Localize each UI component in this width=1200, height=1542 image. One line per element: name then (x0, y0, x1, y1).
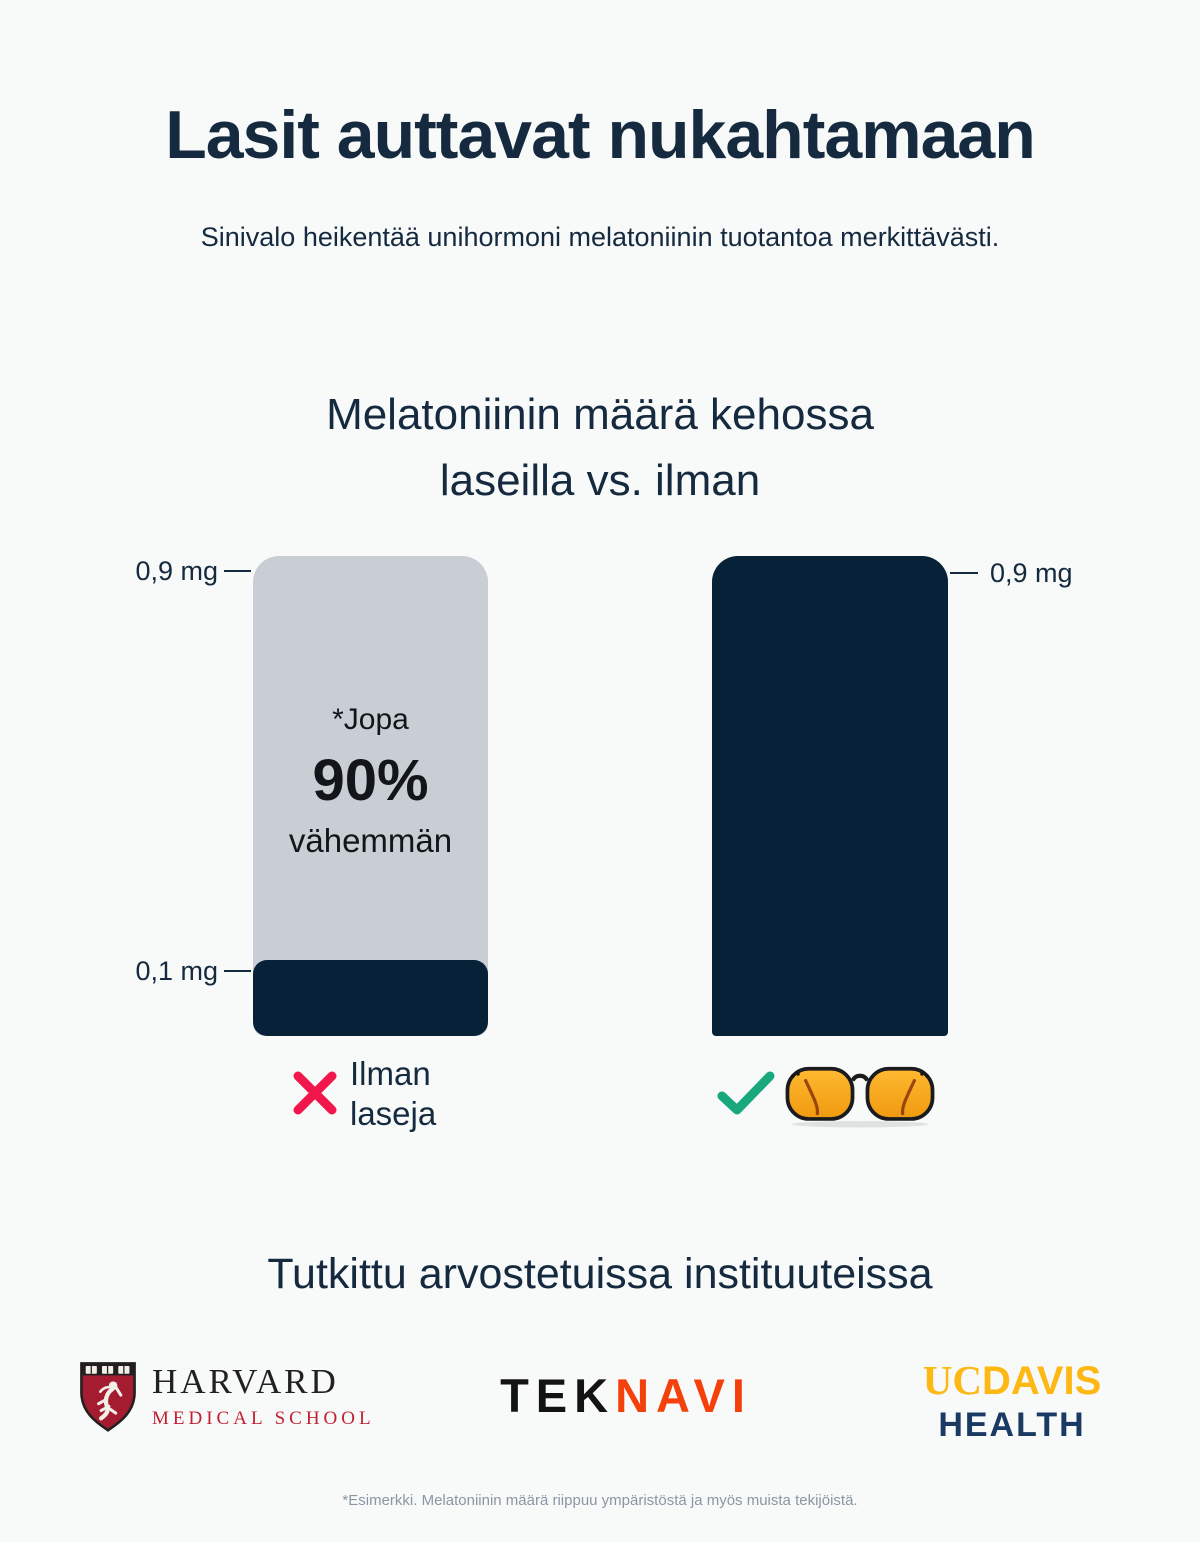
bar-with-glasses-fill (712, 556, 948, 1036)
bar-annotation: *Jopa 90% vähemmän (253, 703, 488, 860)
harvard-school: MEDICAL SCHOOL (152, 1408, 375, 1429)
annotation-prefix: *Jopa (332, 703, 409, 736)
chart-title-line1: Melatoniinin määrä kehossa (326, 390, 874, 439)
caption-without-glasses: Ilman laseja (350, 1054, 436, 1134)
page-subtitle: Sinivalo heikentää unihormoni melatoniin… (200, 222, 1000, 252)
teknavi-part2: NAVI (615, 1369, 752, 1422)
chart-title-line2: laseilla vs. ilman (439, 456, 761, 505)
bar-without-glasses-track (253, 556, 488, 1036)
ucdavis-davis: DAVIS (981, 1359, 1102, 1403)
caption-without-line1: Ilman (350, 1055, 431, 1092)
ucdavis-uc: UC (922, 1357, 982, 1403)
page-title: Lasit auttavat nukahtamaan (165, 97, 1036, 173)
ucdavis-logo: UCDAVIS HEALTH (923, 1356, 1102, 1445)
institutions-heading: Tutkittu arvostetuissa instituuteissa (267, 1250, 933, 1298)
harvard-logo-text: HARVARD MEDICAL SCHOOL (152, 1362, 375, 1430)
leader-line-max-without (224, 570, 251, 572)
bar-without-glasses-value-fill (253, 960, 488, 1036)
footnote: *Esimerkki. Melatoniinin määrä riippuu y… (342, 1492, 858, 1509)
annotation-value: 90% (312, 748, 429, 813)
cross-icon (293, 1071, 337, 1115)
ucdavis-line1: UCDAVIS (923, 1356, 1102, 1404)
teknavi-part1: TEK (500, 1369, 616, 1422)
leader-line-value-without (224, 970, 251, 972)
blue-light-glasses-icon (785, 1066, 935, 1128)
label-value-without: 0,1 mg (135, 956, 218, 986)
annotation-suffix: vähemmän (288, 822, 453, 859)
teknavi-logo: TEKNAVI (500, 1368, 752, 1423)
check-icon (717, 1071, 775, 1115)
leader-line-value-with (950, 572, 978, 574)
harvard-crest-icon (80, 1362, 136, 1432)
harvard-name: HARVARD (152, 1362, 339, 1401)
label-max-without: 0,9 mg (135, 556, 218, 586)
ucdavis-health: HEALTH (938, 1406, 1086, 1444)
label-value-with: 0,9 mg (990, 558, 1073, 588)
chart-title: Melatoniinin määrä kehossa laseilla vs. … (0, 382, 1200, 514)
harvard-logo: HARVARD MEDICAL SCHOOL (78, 1354, 375, 1438)
caption-without-line2: laseja (350, 1095, 437, 1132)
